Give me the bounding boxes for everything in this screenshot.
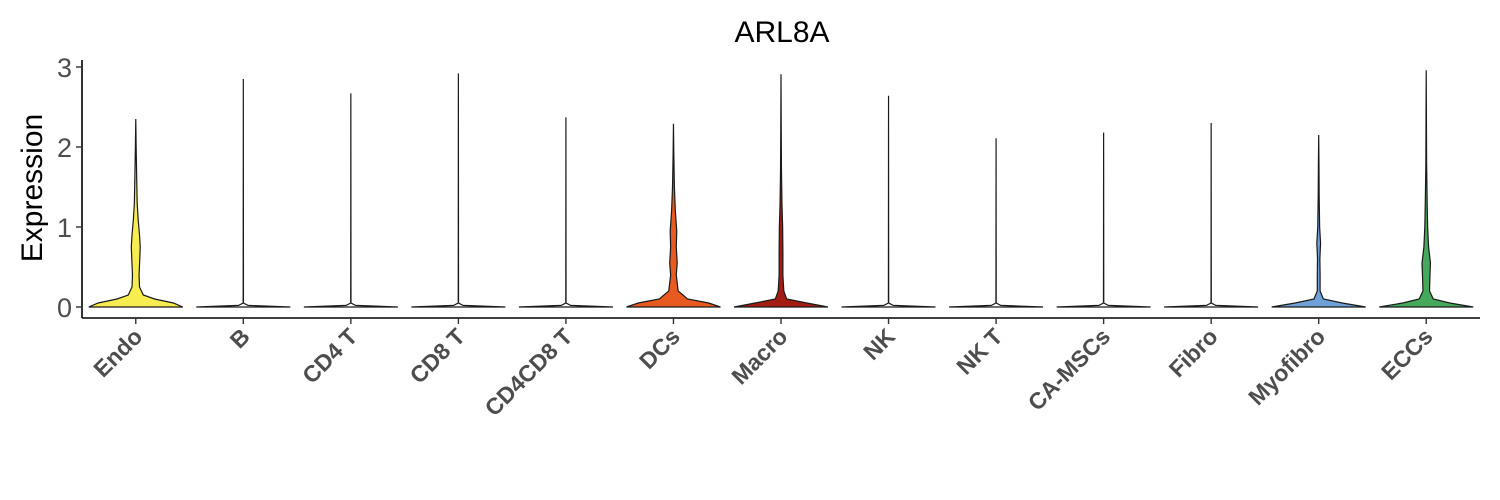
chart-title: ARL8A bbox=[734, 16, 829, 49]
y-tick-label: 3 bbox=[57, 53, 72, 83]
violin-macro bbox=[733, 74, 829, 308]
x-tick-label: Myofibro bbox=[1243, 323, 1330, 410]
y-tick-label: 2 bbox=[57, 133, 72, 163]
x-tick-label: NK T bbox=[951, 323, 1007, 379]
x-tick-label: Endo bbox=[88, 323, 147, 382]
violin-eccs bbox=[1379, 70, 1474, 308]
x-axis: Endo B CD4 T CD8 T CD4CD8 T DCs Macro NK NK T CA-… bbox=[82, 317, 1480, 421]
y-axis-label: Expression bbox=[16, 114, 49, 262]
x-tick-label: B bbox=[225, 323, 255, 353]
x-tick-label: CA-MSCs bbox=[1023, 323, 1115, 415]
violin-myofibro bbox=[1271, 134, 1366, 308]
y-tick-label: 1 bbox=[57, 213, 72, 243]
y-tick-label: 0 bbox=[57, 293, 72, 323]
x-tick-label: CD4CD8 T bbox=[480, 323, 578, 421]
violin-cd4cd8-t bbox=[518, 117, 613, 308]
violin-cd4-t bbox=[303, 93, 398, 308]
x-tick-label: NK bbox=[858, 323, 900, 365]
violin-layer bbox=[88, 70, 1474, 308]
violin-nk bbox=[841, 95, 936, 308]
y-axis: 0 1 2 3 bbox=[57, 53, 83, 323]
x-tick-label: DCs bbox=[634, 323, 685, 374]
violin-nk-t bbox=[949, 138, 1044, 308]
violin-b bbox=[196, 78, 291, 308]
x-tick-label: CD4 T bbox=[297, 323, 362, 388]
x-tick-label: ECCs bbox=[1376, 323, 1438, 385]
violin-dcs bbox=[626, 123, 721, 308]
violin-fibro bbox=[1164, 122, 1259, 308]
violin-cd8-t bbox=[411, 73, 506, 308]
violin-ca-mscs bbox=[1056, 132, 1151, 308]
x-tick-label: CD8 T bbox=[405, 323, 470, 388]
x-tick-label: Fibro bbox=[1164, 323, 1223, 382]
x-tick-label: Macro bbox=[726, 323, 792, 389]
violin-endo bbox=[88, 118, 184, 308]
